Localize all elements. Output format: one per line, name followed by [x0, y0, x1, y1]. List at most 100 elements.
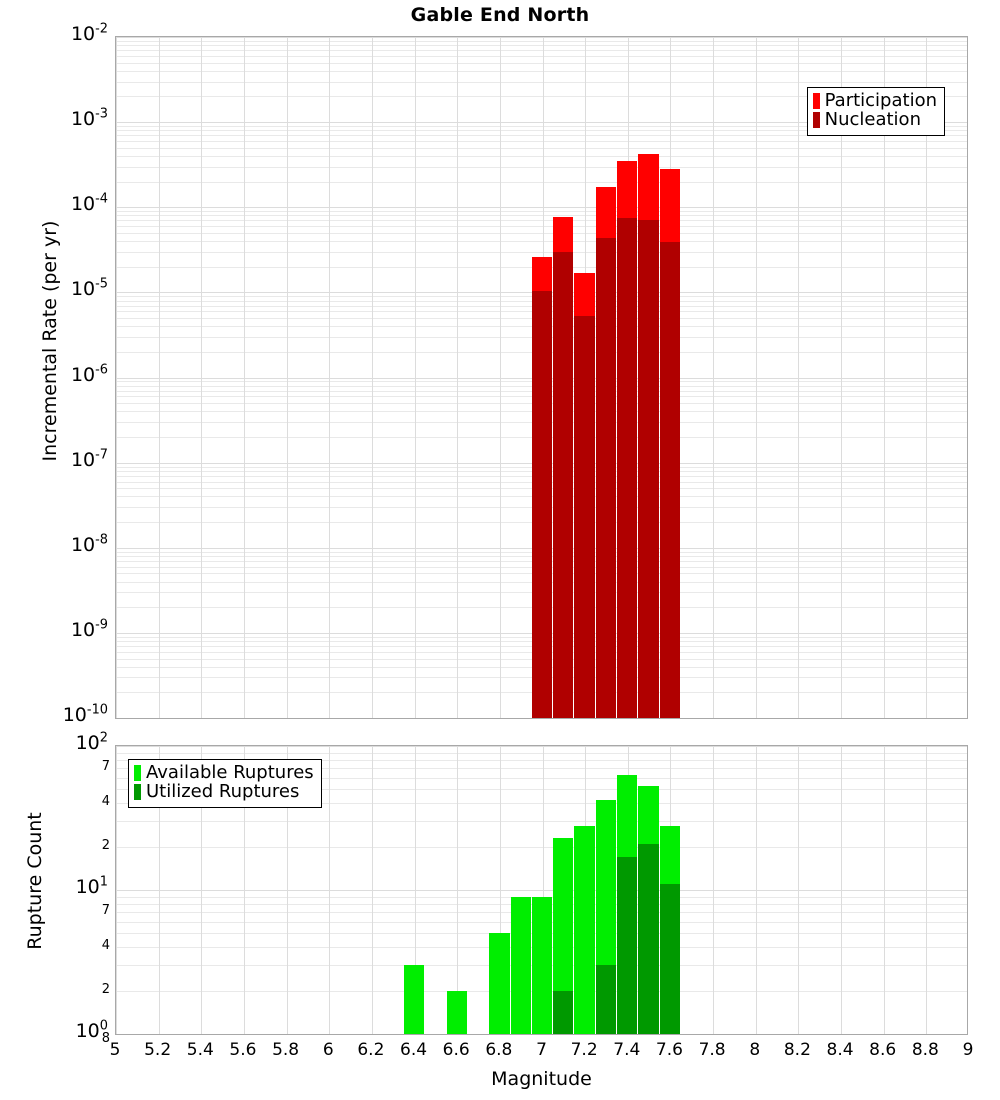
gridline-horizontal	[116, 241, 967, 243]
gridline-horizontal	[116, 768, 967, 770]
gridline-vertical	[798, 746, 800, 1034]
bar-group	[468, 746, 488, 1034]
y-tick-label-minor: 2	[101, 837, 110, 853]
gridline-horizontal	[116, 166, 967, 168]
nucleation-swatch-icon	[812, 112, 820, 129]
y-tick-label: 10-2	[70, 21, 108, 45]
legend-item-nucleation[interactable]: Nucleation	[812, 108, 937, 130]
bar-segment-inner	[617, 218, 638, 718]
x-tick-label: 7.6	[655, 1040, 683, 1060]
gridline-horizontal	[116, 777, 967, 779]
y-tick-label: 10-6	[70, 362, 108, 386]
legend-label-nucleation: Nucleation	[824, 108, 921, 130]
x-tick-label: 9	[962, 1040, 974, 1060]
gridline-vertical	[158, 746, 160, 1034]
bar-segment-inner	[574, 315, 595, 718]
bar-group	[574, 37, 595, 718]
y-tick-label: 10-4	[70, 191, 108, 216]
utilized-ruptures-swatch-icon	[134, 784, 141, 801]
top-y-axis-label: Incremental Rate (per yr)	[39, 220, 61, 462]
bar-segment-outer	[446, 990, 467, 1034]
y-tick-label-minor: 4	[101, 794, 110, 810]
gridline-vertical	[243, 37, 245, 718]
gridline-vertical	[713, 746, 715, 1034]
bar-segment-inner	[659, 884, 681, 1034]
gridline-horizontal	[116, 789, 967, 791]
x-tick-label: 6.6	[442, 1040, 470, 1060]
gridline-vertical	[542, 746, 544, 1034]
bar-group	[489, 746, 510, 1034]
gridline-horizontal	[116, 155, 967, 157]
page-title: Gable End North	[410, 4, 590, 26]
gridline-horizontal	[116, 746, 967, 747]
gridline-vertical	[713, 37, 715, 718]
bar-segment-inner	[659, 242, 681, 718]
participation-swatch-icon	[812, 93, 820, 110]
x-tick-label: 6.8	[485, 1040, 513, 1060]
gridline-horizontal	[116, 803, 967, 805]
y-tick-label-minor: 2	[101, 981, 110, 997]
bar-group	[595, 37, 617, 718]
legend-item-utilized-ruptures[interactable]: Utilized Ruptures	[134, 782, 314, 802]
gridline-horizontal	[116, 81, 967, 83]
gridline-horizontal	[116, 50, 967, 52]
x-tick-label: 7.8	[698, 1040, 726, 1060]
bar-group	[403, 746, 425, 1034]
bar-group	[446, 746, 467, 1034]
gridline-vertical	[926, 746, 928, 1034]
gridline-horizontal	[116, 211, 967, 213]
legend-item-participation[interactable]: Participation	[812, 90, 937, 111]
gridline-horizontal	[116, 70, 967, 72]
gridline-horizontal	[116, 40, 967, 42]
bar-group	[595, 746, 617, 1034]
gridline-vertical	[755, 746, 757, 1034]
gridline-vertical	[883, 37, 885, 718]
gridline-vertical	[755, 37, 757, 718]
y-tick-label-minor: 4	[101, 938, 110, 954]
bar-group	[617, 746, 638, 1034]
gridline-vertical	[116, 37, 117, 718]
bar-segment-outer	[531, 896, 553, 1034]
gridline-vertical	[499, 37, 501, 718]
bar-group	[617, 37, 638, 718]
bar-segment-inner	[638, 220, 659, 718]
bar-segment-inner	[553, 990, 574, 1034]
gridline-horizontal	[116, 718, 967, 719]
gridline-vertical	[371, 37, 373, 718]
y-tick-label-minor: 7	[101, 759, 110, 775]
x-tick-label: 8.6	[869, 1040, 897, 1060]
gridline-vertical	[457, 37, 459, 718]
x-tick-label: 6	[322, 1040, 334, 1060]
x-tick-label: 5.6	[229, 1040, 257, 1060]
y-tick-label: 102	[75, 730, 108, 754]
gridline-horizontal	[116, 226, 967, 228]
x-tick-label: 8.4	[826, 1040, 854, 1060]
bar-segment-outer	[574, 825, 595, 1034]
gridline-vertical	[371, 746, 373, 1034]
x-tick-label: 5	[109, 1040, 121, 1060]
legend-label-participation: Participation	[824, 90, 937, 111]
gridline-vertical	[841, 37, 843, 718]
gridline-horizontal	[116, 135, 967, 137]
gridline-vertical	[286, 37, 288, 718]
gridline-vertical	[926, 37, 928, 718]
bar-segment-inner	[617, 856, 638, 1034]
x-tick-label: 8	[749, 1040, 761, 1060]
bar-group	[638, 37, 659, 718]
x-tick-label: 6.2	[357, 1040, 385, 1060]
gridline-vertical	[201, 746, 203, 1034]
bar-group	[531, 746, 553, 1034]
gridline-horizontal	[116, 181, 967, 183]
gridline-vertical	[457, 746, 459, 1034]
y-tick-label: 100	[75, 1018, 108, 1042]
gridline-vertical	[883, 746, 885, 1034]
x-tick-label: 5.4	[186, 1040, 214, 1060]
y-tick-label: 10-10	[62, 702, 108, 726]
gridline-horizontal	[116, 220, 967, 222]
legend-item-available-ruptures[interactable]: Available Ruptures	[134, 763, 314, 783]
gridline-vertical	[329, 37, 331, 718]
gridline-vertical	[329, 746, 331, 1034]
gridline-vertical	[499, 746, 501, 1034]
x-tick-label: 5.8	[272, 1040, 300, 1060]
bottom-y-axis-label: Rupture Count	[24, 812, 46, 950]
